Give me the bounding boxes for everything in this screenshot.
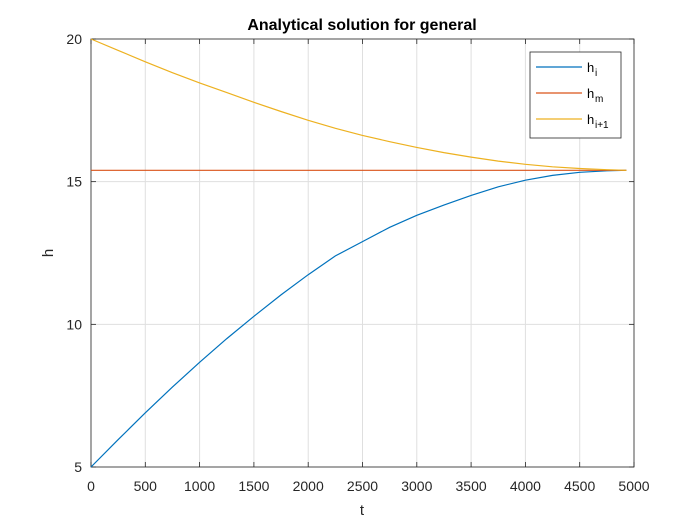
legend-subscript-0: i: [595, 68, 597, 79]
x-tick-label: 4000: [510, 478, 541, 494]
legend-subscript-1: m: [595, 94, 603, 105]
series-line-2: [90, 38, 627, 171]
legend: h ih mh i+1: [529, 51, 622, 139]
chart-title: Analytical solution for general: [247, 17, 476, 34]
x-tick-label: 500: [134, 478, 158, 494]
y-tick-label: 20: [66, 31, 82, 47]
x-tick-label: 0: [87, 478, 95, 494]
legend-subscript-2: i+1: [595, 120, 609, 131]
x-tick-label: 5000: [618, 478, 649, 494]
legend-label-0: h: [587, 60, 594, 75]
x-axis-label: t: [360, 502, 365, 519]
series-line-0: [90, 169, 627, 468]
x-tick-label: 4500: [564, 478, 595, 494]
x-tick-label: 1000: [184, 478, 215, 494]
plot-series: [90, 38, 627, 468]
x-axis: 0 500 1000 1500 2000 2500 3000 3500 4000 4500 5000: [87, 39, 650, 494]
legend-label-1: h: [587, 86, 594, 101]
y-tick-label: 15: [66, 174, 82, 190]
x-tick-label: 2000: [293, 478, 324, 494]
x-tick-label: 3000: [401, 478, 432, 494]
y-tick-label: 10: [66, 316, 82, 332]
x-tick-label: 2500: [347, 478, 378, 494]
y-axis-label: h: [40, 249, 57, 257]
y-tick-label: 5: [74, 459, 82, 475]
y-axis: 5 10 15 20: [66, 31, 634, 475]
legend-label-2: h: [587, 112, 594, 127]
x-tick-label: 1500: [238, 478, 269, 494]
legend-box: [529, 51, 622, 139]
x-tick-label: 3500: [456, 478, 487, 494]
